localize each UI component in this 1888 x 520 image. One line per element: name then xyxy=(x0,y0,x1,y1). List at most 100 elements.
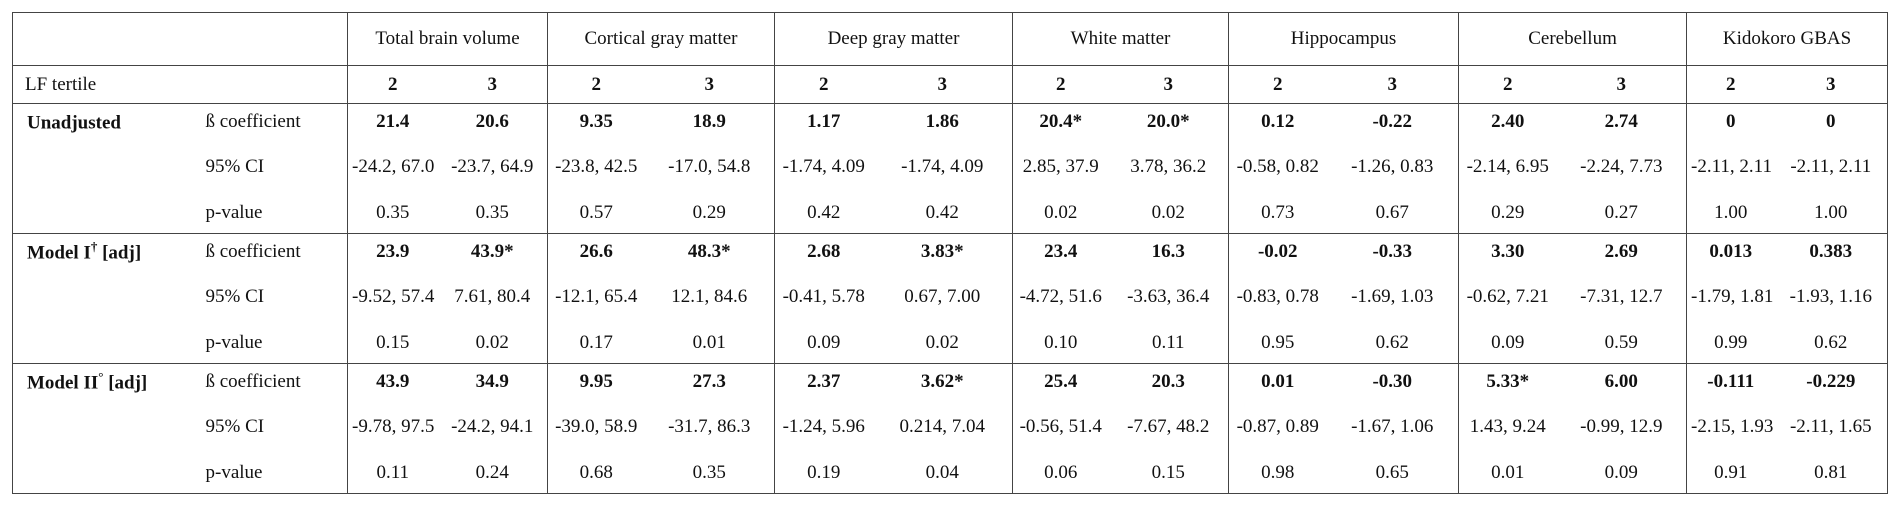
beta-cell: 0.01 xyxy=(1261,370,1295,392)
beta-cell: 6.00 xyxy=(1556,363,1688,399)
beta-cell: 1.17 xyxy=(807,110,841,132)
p-cell: 0.67 xyxy=(1326,193,1460,234)
metric-label: 95% CI xyxy=(197,399,348,453)
ci-cell: -9.78, 97.5 xyxy=(352,415,435,437)
p-cell: 0.27 xyxy=(1556,193,1688,234)
tertile-header: 3 xyxy=(1774,65,1888,104)
tertile-header: 2 xyxy=(1686,65,1775,104)
ci-cell: -4.72, 51.6 xyxy=(1019,285,1102,307)
ci-cell: -7.31, 12.7 xyxy=(1556,269,1688,323)
model-name: Model II° [adj] xyxy=(12,363,198,399)
p-cell: 0.62 xyxy=(1326,323,1460,364)
beta-cell: 48.3* xyxy=(644,233,775,269)
model-name-sup: ° xyxy=(98,368,104,384)
tertile-header: 3 xyxy=(1556,65,1688,104)
ci-cell: -1.24, 5.96 xyxy=(782,415,865,437)
p-cell: 0.15 xyxy=(347,323,438,364)
ci-cell: -1.74, 4.09 xyxy=(872,139,1014,193)
tertile-header: 3 xyxy=(1108,65,1230,104)
ci-cell: -1.93, 1.16 xyxy=(1774,269,1888,323)
p-cell: 0.04 xyxy=(872,453,1014,494)
ci-cell: -1.69, 1.03 xyxy=(1326,269,1460,323)
ci-cell: -0.58, 0.82 xyxy=(1236,155,1319,177)
p-cell: 0.59 xyxy=(1556,323,1688,364)
p-cell: 0.29 xyxy=(1458,193,1557,234)
beta-cell: 34.9 xyxy=(437,363,548,399)
beta-cell: 21.4 xyxy=(376,110,410,132)
model-name-text: Model II xyxy=(27,372,99,394)
p-cell: 1.00 xyxy=(1686,193,1775,234)
p-cell: 0.02 xyxy=(872,323,1014,364)
p-cell: 0.68 xyxy=(547,453,645,494)
p-cell: 0.15 xyxy=(1108,453,1230,494)
beta-cell: 5.33* xyxy=(1486,370,1530,392)
group-row-beta: Model II° [adj] ß coefficient 43.9 34.9 9.95… xyxy=(12,363,1888,399)
beta-cell: -0.33 xyxy=(1326,233,1460,269)
model-name: Unadjusted xyxy=(12,103,198,139)
metric-label: p-value xyxy=(197,323,348,364)
p-cell: 0.42 xyxy=(872,193,1014,234)
tertile-header: 2 xyxy=(774,65,873,104)
metric-label: ß coefficient xyxy=(197,233,348,269)
beta-cell: 2.69 xyxy=(1556,233,1688,269)
beta-cell: 26.6 xyxy=(579,240,613,262)
column-header: Hippocampus xyxy=(1228,12,1460,66)
p-cell: 0.81 xyxy=(1774,453,1888,494)
beta-cell: 2.74 xyxy=(1556,103,1688,139)
model-name-spacer xyxy=(12,269,198,323)
ci-cell: 1.43, 9.24 xyxy=(1469,415,1546,437)
ci-cell: -24.2, 94.1 xyxy=(437,399,548,453)
ci-cell: -0.87, 0.89 xyxy=(1236,415,1319,437)
beta-cell: 18.9 xyxy=(644,103,775,139)
beta-cell: -0.229 xyxy=(1774,363,1888,399)
beta-cell: 3.83* xyxy=(872,233,1014,269)
ci-cell: -2.11, 1.65 xyxy=(1774,399,1888,453)
ci-cell: -23.8, 42.5 xyxy=(555,155,638,177)
beta-cell: 25.4 xyxy=(1044,370,1078,392)
model-name-text: Unadjusted xyxy=(27,112,121,134)
p-cell: 0.06 xyxy=(1012,453,1109,494)
beta-cell: -0.111 xyxy=(1707,370,1755,392)
ci-cell: 2.85, 37.9 xyxy=(1022,155,1099,177)
tertile-label: LF tertile xyxy=(12,65,198,104)
column-header: Cerebellum xyxy=(1458,12,1688,66)
column-header: White matter xyxy=(1012,12,1230,66)
p-cell: 0.01 xyxy=(644,323,775,364)
model-name-suffix: [adj] xyxy=(97,242,142,264)
column-header-row: Total brain volume Cortical gray matter … xyxy=(12,12,1888,66)
beta-cell: 9.35 xyxy=(579,110,613,132)
beta-cell: 43.9* xyxy=(437,233,548,269)
p-cell: 0.57 xyxy=(547,193,645,234)
ci-cell: -1.74, 4.09 xyxy=(782,155,865,177)
beta-cell: 1.86 xyxy=(872,103,1014,139)
column-header: Kidokoro GBAS xyxy=(1686,12,1888,66)
p-cell: 0.62 xyxy=(1774,323,1888,364)
ci-cell: -39.0, 58.9 xyxy=(555,415,638,437)
ci-cell: -1.26, 0.83 xyxy=(1326,139,1460,193)
beta-cell: 20.3 xyxy=(1108,363,1230,399)
ci-cell: -7.67, 48.2 xyxy=(1108,399,1230,453)
p-cell: 0.95 xyxy=(1228,323,1327,364)
ci-cell: -2.11, 2.11 xyxy=(1774,139,1888,193)
ci-cell: -23.7, 64.9 xyxy=(437,139,548,193)
ci-cell: 3.78, 36.2 xyxy=(1108,139,1230,193)
metric-label: ß coefficient xyxy=(197,103,348,139)
model-name-sup: † xyxy=(90,238,98,254)
group-row-beta: Unadjusted ß coefficient 21.4 20.6 9.35 18.9 1… xyxy=(12,103,1888,139)
tertile-header: 3 xyxy=(872,65,1014,104)
tertile-header: 2 xyxy=(1012,65,1109,104)
p-cell: 0.24 xyxy=(437,453,548,494)
metric-label: 95% CI xyxy=(197,269,348,323)
beta-cell: 9.95 xyxy=(579,370,613,392)
beta-cell: -0.02 xyxy=(1257,240,1298,262)
ci-cell: -1.79, 1.81 xyxy=(1691,285,1774,307)
beta-cell: 0.383 xyxy=(1774,233,1888,269)
p-cell: 0.35 xyxy=(644,453,775,494)
ci-cell: -9.52, 57.4 xyxy=(352,285,435,307)
metric-label: ß coefficient xyxy=(197,363,348,399)
beta-cell: 27.3 xyxy=(644,363,775,399)
model-name-spacer xyxy=(12,453,198,494)
model-name-text: Model I xyxy=(27,242,91,264)
model-name-suffix: [adj] xyxy=(103,372,148,394)
column-header: Total brain volume xyxy=(347,12,548,66)
